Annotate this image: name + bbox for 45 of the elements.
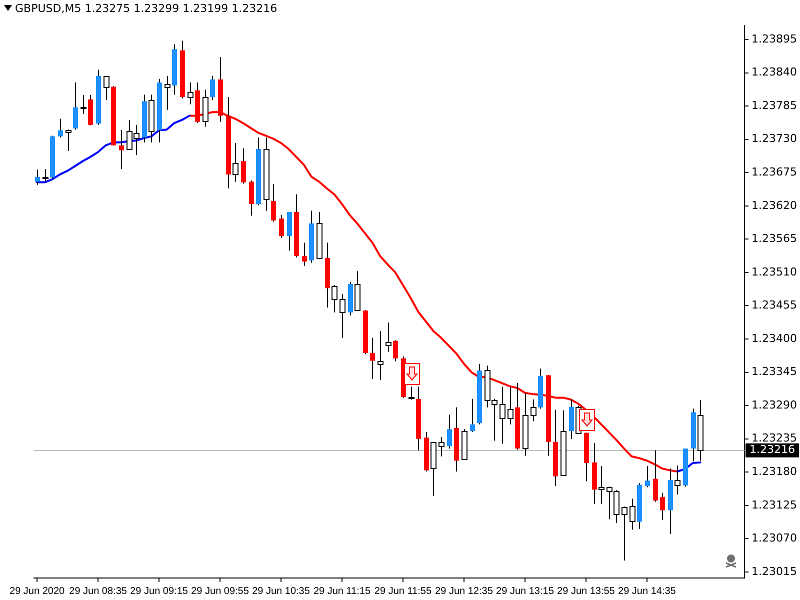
- y-tick-label: 1.23840: [752, 66, 798, 79]
- y-tick-label: 1.23180: [752, 464, 798, 478]
- x-tick-label: 29 Jun 09:15: [130, 586, 188, 597]
- x-tick-label: 29 Jun 10:35: [252, 586, 310, 597]
- x-tick-label: 29 Jun 13:55: [557, 586, 616, 597]
- y-tick-label: 1.23455: [752, 298, 798, 312]
- y-tick-label: 1.23510: [752, 265, 798, 278]
- y-tick-label: 1.23785: [752, 98, 798, 112]
- y-tick-label: 1.23290: [752, 398, 798, 412]
- y-tick-label: 1.23620: [752, 198, 798, 212]
- x-tick-label: 29 Jun 13:15: [496, 586, 554, 597]
- candlestick: [645, 466, 650, 488]
- x-tick-label: 29 Jun 08:35: [69, 586, 128, 597]
- x-tick-label: 29 Jun 14:35: [618, 586, 676, 597]
- candlestick: [370, 337, 375, 380]
- y-tick-label: 1.23345: [752, 365, 798, 378]
- y-tick-label: 1.23070: [752, 532, 798, 545]
- y-tick-label: 1.23895: [752, 32, 798, 46]
- candlestick: [58, 118, 63, 138]
- candlestick: [119, 130, 124, 170]
- candlestick: [302, 242, 307, 266]
- chart-title: GBPUSD,M5 1.23275 1.23299 1.23199 1.23216: [15, 2, 278, 14]
- x-tick-label: 29 Jun 11:15: [313, 586, 371, 597]
- y-tick-label: 1.23400: [752, 332, 798, 345]
- candlestick: [73, 82, 78, 130]
- candlestick: [660, 492, 665, 520]
- y-tick-label: 1.23675: [752, 165, 798, 178]
- candlestick: [210, 75, 215, 101]
- ref-line-label: 1.23216: [750, 443, 796, 456]
- y-tick-label: 1.23125: [752, 498, 798, 512]
- y-tick-label: 1.23015: [752, 564, 798, 578]
- y-tick-label: 1.23565: [752, 232, 798, 246]
- candlestick: [249, 180, 254, 216]
- candlestick: [279, 214, 284, 238]
- x-tick-label: 29 Jun 09:55: [191, 586, 250, 597]
- candlestick: [271, 184, 276, 222]
- candlestick: [35, 169, 40, 186]
- candlestick: [447, 414, 452, 450]
- x-tick-label: 29 Jun 12:35: [435, 586, 494, 597]
- x-tick-label: 29 Jun 11:55: [374, 586, 432, 597]
- x-tick-label: 29 Jun 2020: [10, 586, 66, 597]
- candlestick: [241, 148, 246, 184]
- y-tick-label: 1.23730: [752, 132, 798, 146]
- y-tick-label: 1.23235: [752, 432, 798, 445]
- candlestick: [470, 398, 475, 433]
